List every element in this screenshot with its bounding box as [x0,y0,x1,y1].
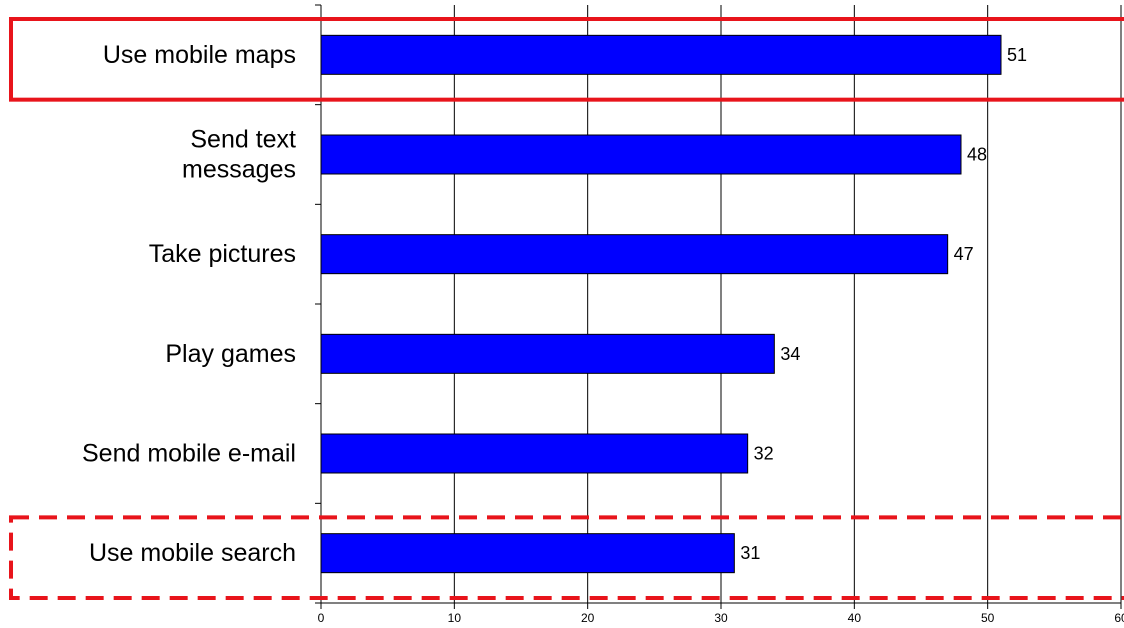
axes [315,4,1122,609]
value-labels: 51 48 47 34 32 31 [740,45,1027,563]
data-label: 47 [954,244,974,264]
highlight-box-solid [9,17,1124,102]
bar [320,34,1002,75]
category-label: Play games [165,340,296,368]
x-tick-label: 10 [448,611,462,625]
data-label: 34 [780,344,800,364]
category-label: messages [182,156,296,184]
gridlines [453,5,1122,603]
data-label: 51 [1007,45,1027,65]
bar [320,533,735,574]
x-tick-label: 60 [1114,611,1124,625]
x-tick-label: 20 [581,611,595,625]
bar [320,433,749,474]
highlight-boxes [9,17,1124,600]
category-label: Use mobile maps [103,41,296,69]
category-label: Take pictures [149,240,296,268]
highlight-box-dashed [9,515,1124,600]
x-tick-label: 50 [981,611,995,625]
x-tick-label: 30 [714,611,728,625]
x-tick-labels: 0 10 20 30 40 50 60 [318,611,1124,625]
bars [320,34,1002,574]
bar [320,333,775,374]
x-tick-label: 0 [318,611,325,625]
category-label: Use mobile search [89,539,296,567]
data-label: 31 [740,543,760,563]
bar [320,134,962,175]
bar [320,234,949,275]
x-tick-label: 40 [848,611,862,625]
category-label: Send text [190,126,296,154]
data-label: 32 [754,444,774,464]
category-label: Send mobile e-mail [82,440,296,468]
data-label: 48 [967,145,987,165]
